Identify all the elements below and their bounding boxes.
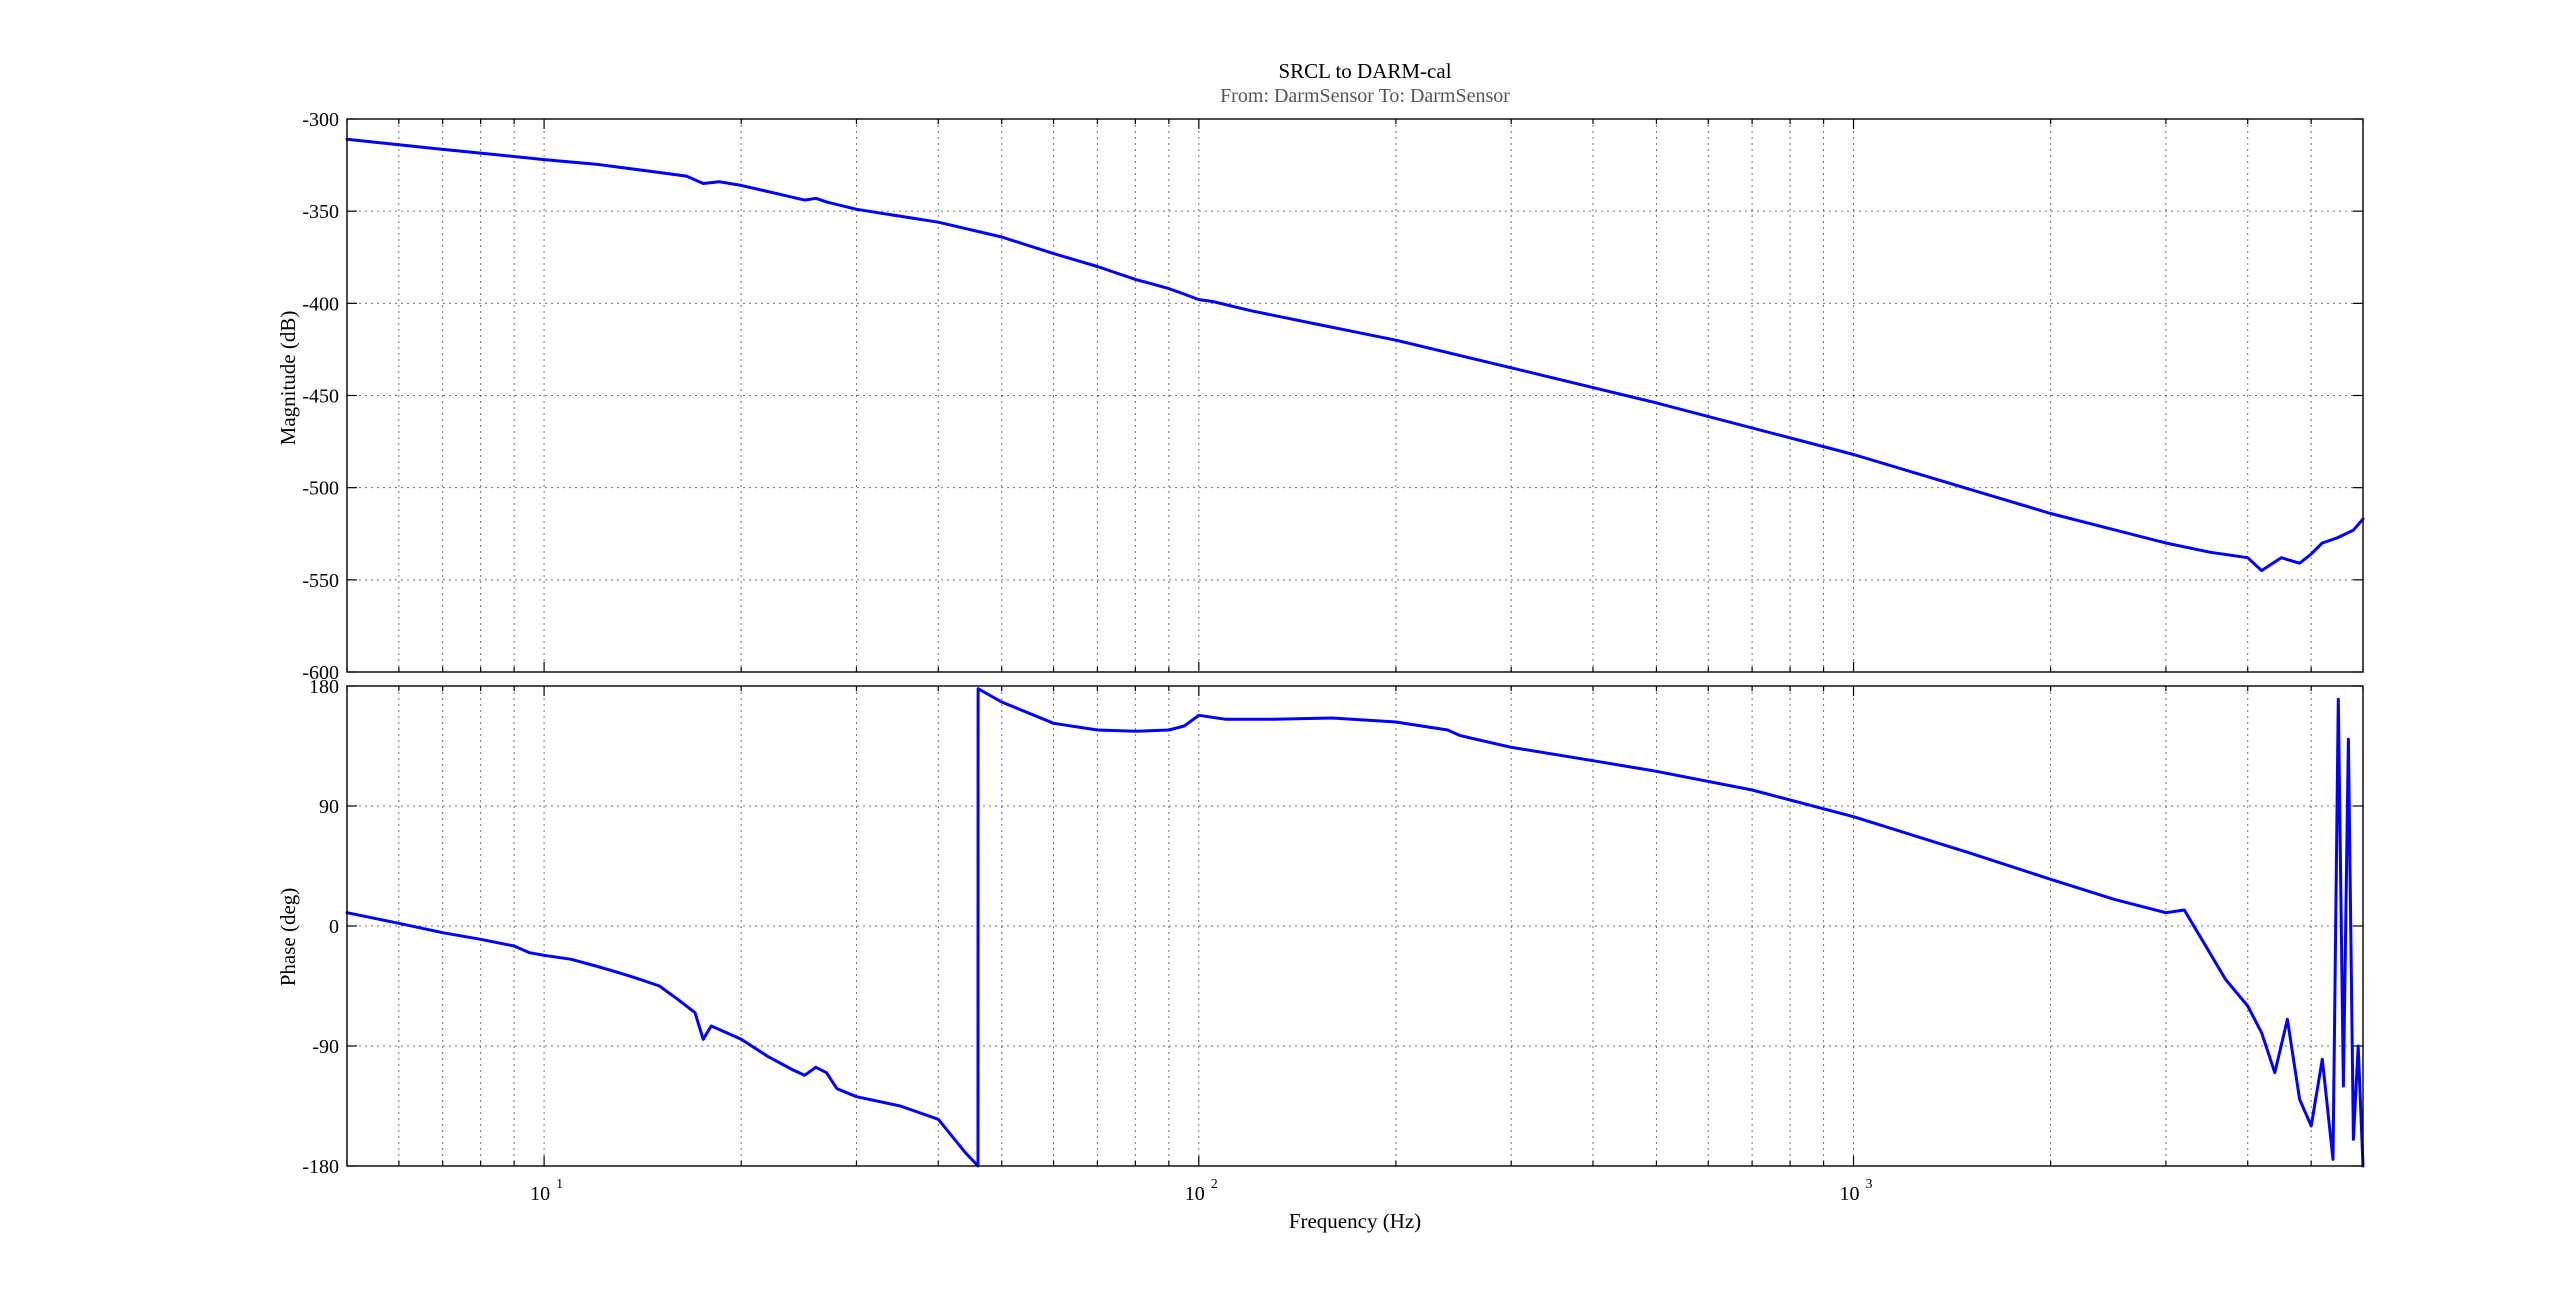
plot-title: SRCL to DARM-cal	[1278, 59, 1451, 83]
phase-ytick-label: -90	[312, 1036, 339, 1058]
magnitude-series-group	[345, 137, 2365, 573]
phase-xtick-label: 10	[1185, 1183, 1205, 1205]
x-axis-label: Frequency (Hz)	[1289, 1209, 1421, 1233]
magnitude-ytick-label: -300	[302, 109, 339, 131]
magnitude-ytick-label: -600	[302, 662, 339, 684]
magnitude-ytick-label: -500	[302, 478, 339, 500]
phase-xtick-label: 10	[1840, 1183, 1860, 1205]
phase-ytick-label: 0	[329, 916, 339, 938]
magnitude-axes-box	[346, 118, 2364, 673]
phase-xtick-exponent: 1	[556, 1177, 563, 1192]
phase-xtick-label: 10	[530, 1183, 550, 1205]
phase-ytick-labels: 180 90 0 -90 -180	[302, 676, 339, 1178]
magnitude-ytick-labels: -300 -350 -400 -450 -500 -550 -600	[302, 109, 339, 684]
magnitude-series-line	[345, 137, 2365, 573]
phase-xtick-labels: 10 1 10 2 10 3	[530, 1177, 1872, 1205]
phase-ytick-label: -180	[302, 1156, 339, 1178]
phase-axes-box	[346, 685, 2364, 1167]
phase-series-line	[345, 687, 2365, 1168]
phase-ylabel: Phase (deg)	[276, 888, 300, 987]
phase-xtick-exponent: 3	[1866, 1177, 1873, 1192]
magnitude-ylabel: Magnitude (dB)	[276, 311, 300, 446]
magnitude-ytick-label: -400	[302, 293, 339, 315]
phase-ytick-label: 180	[309, 676, 339, 698]
magnitude-panel: -300 -350 -400 -450 -500 -550 -600 Magnitude (…	[276, 109, 2365, 684]
plot-subtitle: From: DarmSensor To: DarmSensor	[1220, 85, 1510, 107]
magnitude-ytick-label: -450	[302, 386, 339, 408]
phase-panel: 180 90 0 -90 -180 10 1 10 2 10 3 Phase (deg)	[276, 676, 2365, 1205]
phase-ytick-label: 90	[319, 796, 339, 818]
magnitude-ytick-label: -350	[302, 201, 339, 223]
phase-series-group	[345, 687, 2365, 1168]
magnitude-ytick-label: -550	[302, 570, 339, 592]
phase-xtick-exponent: 2	[1211, 1177, 1218, 1192]
